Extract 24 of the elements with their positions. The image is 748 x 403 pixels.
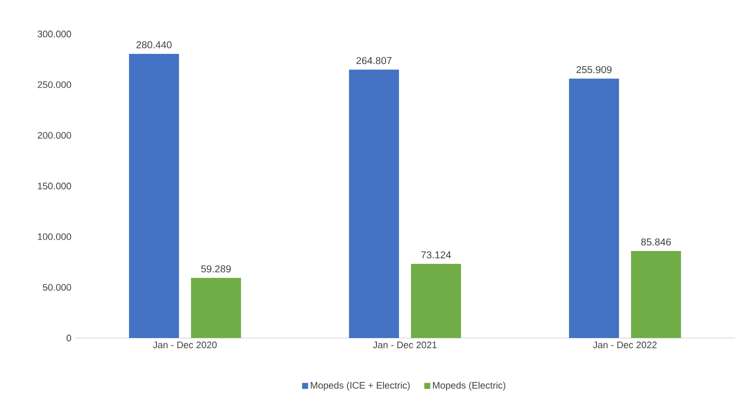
x-tick-label: Jan - Dec 2020 <box>153 342 217 348</box>
bar <box>191 278 241 338</box>
legend-label: Mopeds (ICE + Electric) <box>310 382 410 391</box>
bar <box>569 78 620 338</box>
y-tick-label: 150.000 <box>38 182 72 190</box>
data-label: 255.909 <box>576 66 612 74</box>
x-tick-label: Jan - Dec 2021 <box>373 342 437 348</box>
y-tick-label: 250.000 <box>38 81 72 88</box>
data-label: 73.124 <box>421 251 451 258</box>
bar <box>129 54 179 338</box>
y-tick-label: 100.000 <box>38 233 72 240</box>
y-tick-label: 0 <box>66 334 72 342</box>
bar <box>349 70 399 338</box>
data-label: 280.440 <box>136 41 172 48</box>
bar <box>411 264 462 338</box>
legend-label: Mopeds (Electric) <box>433 382 506 391</box>
y-tick-label: 300.000 <box>38 30 72 38</box>
data-label: 59.289 <box>201 265 231 272</box>
y-tick-label: 50.000 <box>42 284 72 291</box>
y-tick-label: 200.000 <box>38 132 72 139</box>
data-label: 264.807 <box>356 57 392 64</box>
x-tick-label: Jan - Dec 2022 <box>593 342 657 348</box>
data-label: 85.846 <box>641 238 671 246</box>
bar <box>631 251 682 338</box>
